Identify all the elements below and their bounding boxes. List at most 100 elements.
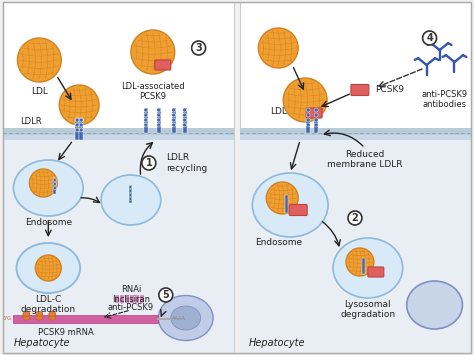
- Bar: [53, 178, 56, 194]
- Circle shape: [182, 113, 187, 117]
- Circle shape: [157, 123, 161, 127]
- Ellipse shape: [23, 316, 30, 320]
- Ellipse shape: [333, 238, 403, 298]
- Circle shape: [75, 118, 79, 122]
- Text: 5'G: 5'G: [2, 317, 11, 322]
- Circle shape: [144, 118, 148, 122]
- Circle shape: [306, 108, 310, 112]
- Text: 3: 3: [195, 43, 202, 53]
- Circle shape: [314, 108, 318, 112]
- Bar: [144, 108, 148, 133]
- Circle shape: [53, 186, 56, 190]
- Bar: [157, 108, 161, 133]
- Circle shape: [266, 182, 298, 214]
- Bar: [240, 2, 472, 353]
- Circle shape: [79, 118, 83, 122]
- Ellipse shape: [36, 311, 43, 317]
- Circle shape: [129, 186, 132, 189]
- Ellipse shape: [36, 316, 43, 320]
- Circle shape: [129, 193, 132, 197]
- FancyBboxPatch shape: [351, 84, 369, 95]
- Circle shape: [157, 118, 161, 122]
- Circle shape: [79, 123, 83, 127]
- Ellipse shape: [158, 295, 213, 340]
- Circle shape: [172, 123, 176, 127]
- Circle shape: [157, 108, 161, 112]
- Circle shape: [144, 113, 148, 117]
- Circle shape: [258, 28, 298, 68]
- Ellipse shape: [17, 243, 80, 293]
- Text: PCSK9: PCSK9: [375, 86, 404, 94]
- Text: LDLR: LDLR: [20, 118, 42, 126]
- Text: PCSK9 mRNA: PCSK9 mRNA: [38, 328, 94, 337]
- Text: LDL-associated
PCSK9: LDL-associated PCSK9: [121, 82, 185, 102]
- Bar: [182, 108, 187, 133]
- Ellipse shape: [101, 175, 161, 225]
- Bar: [3, 2, 235, 353]
- Circle shape: [314, 118, 318, 122]
- FancyBboxPatch shape: [306, 108, 322, 118]
- Text: Endosome: Endosome: [25, 218, 72, 227]
- Circle shape: [59, 85, 99, 125]
- FancyBboxPatch shape: [368, 267, 384, 277]
- Circle shape: [36, 255, 61, 281]
- Bar: [79, 118, 83, 140]
- FancyBboxPatch shape: [289, 204, 307, 215]
- Text: Hepatocyte: Hepatocyte: [248, 338, 305, 348]
- Circle shape: [306, 118, 310, 122]
- Circle shape: [182, 123, 187, 127]
- Circle shape: [144, 108, 148, 112]
- Circle shape: [159, 288, 173, 302]
- Circle shape: [172, 113, 176, 117]
- Circle shape: [144, 123, 148, 127]
- Circle shape: [29, 169, 57, 197]
- Circle shape: [306, 113, 310, 117]
- Circle shape: [172, 108, 176, 112]
- Bar: [314, 108, 318, 133]
- Circle shape: [172, 118, 176, 122]
- Circle shape: [314, 113, 318, 117]
- Text: 5: 5: [163, 290, 169, 300]
- Text: 2: 2: [352, 213, 358, 223]
- Ellipse shape: [252, 173, 328, 237]
- Bar: [240, 135, 472, 140]
- Circle shape: [283, 78, 327, 122]
- Circle shape: [129, 190, 132, 192]
- Ellipse shape: [13, 160, 83, 216]
- Circle shape: [53, 179, 56, 181]
- Ellipse shape: [23, 311, 30, 317]
- Text: AAAA: AAAA: [172, 317, 186, 322]
- Bar: [13, 315, 158, 323]
- Circle shape: [182, 118, 187, 122]
- Circle shape: [142, 156, 156, 170]
- Bar: [240, 128, 472, 135]
- Bar: [129, 185, 132, 203]
- Text: LDLR
recycling: LDLR recycling: [166, 153, 207, 173]
- Text: LDL-C
degradation: LDL-C degradation: [21, 295, 76, 315]
- Circle shape: [79, 128, 83, 132]
- Text: Reduced
membrane LDLR: Reduced membrane LDLR: [327, 150, 402, 169]
- Text: Lysosomal
degradation: Lysosomal degradation: [340, 300, 395, 320]
- Text: 1: 1: [146, 158, 152, 168]
- Circle shape: [129, 197, 132, 201]
- Bar: [75, 118, 79, 140]
- Text: anti-PCSK9: anti-PCSK9: [108, 303, 154, 312]
- Circle shape: [131, 30, 175, 74]
- Bar: [3, 128, 235, 135]
- Text: anti-PCSK9
antibodies: anti-PCSK9 antibodies: [421, 90, 468, 109]
- Circle shape: [314, 123, 318, 127]
- Ellipse shape: [49, 316, 56, 320]
- Circle shape: [191, 41, 206, 55]
- Bar: [306, 108, 310, 133]
- Bar: [3, 135, 235, 140]
- Circle shape: [157, 113, 161, 117]
- Bar: [285, 195, 288, 213]
- Circle shape: [18, 38, 61, 82]
- Circle shape: [75, 123, 79, 127]
- Circle shape: [53, 182, 56, 186]
- Ellipse shape: [49, 311, 56, 317]
- Circle shape: [182, 108, 187, 112]
- Circle shape: [75, 128, 79, 132]
- Circle shape: [423, 31, 437, 45]
- Circle shape: [346, 248, 374, 276]
